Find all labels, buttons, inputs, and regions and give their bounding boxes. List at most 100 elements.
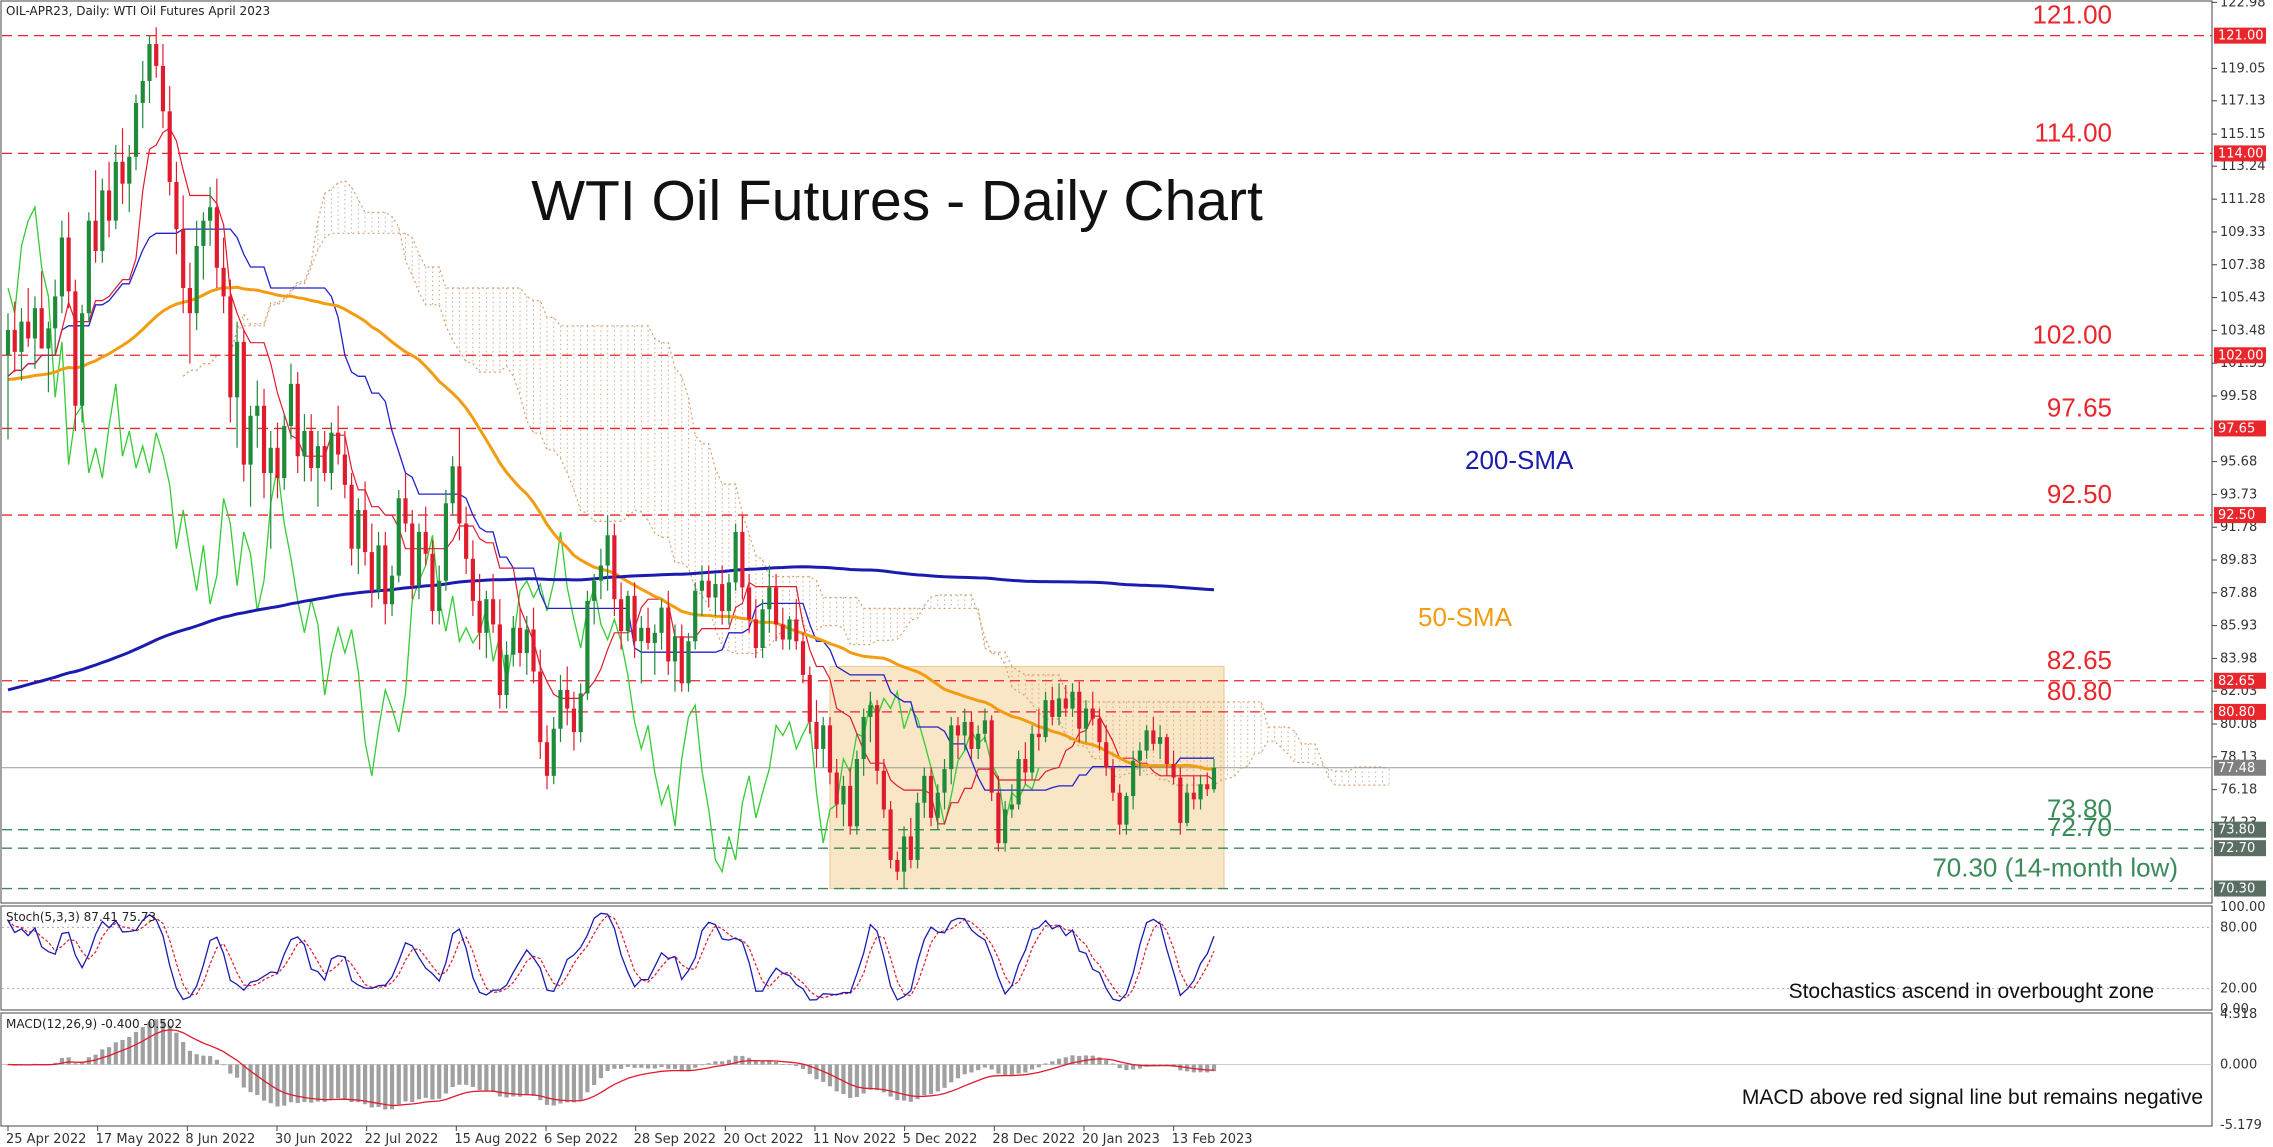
candle: [1003, 801, 1008, 852]
candle: [201, 212, 206, 280]
candle-body: [396, 498, 401, 576]
candle-body: [565, 690, 570, 709]
candle-body: [403, 498, 408, 524]
candle-body: [780, 624, 785, 640]
macd-bar: [935, 1064, 940, 1092]
candle-body: [652, 632, 657, 643]
candle: [740, 515, 745, 600]
candle: [396, 489, 401, 583]
macd-bar: [1158, 1064, 1163, 1066]
candle-body: [888, 809, 893, 860]
candle-body: [32, 308, 38, 339]
candle: [753, 599, 758, 659]
candle-body: [524, 629, 529, 654]
price-tick-label: 93.73: [2220, 487, 2257, 502]
candle-body: [1144, 730, 1149, 751]
price-tick-label: 76.18: [2220, 783, 2257, 798]
candle: [32, 296, 38, 369]
macd-bar: [706, 1063, 711, 1065]
macd-bar: [632, 1064, 637, 1068]
macd-bar: [309, 1064, 314, 1103]
kijun-sen: [7, 228, 1214, 791]
candle: [315, 430, 321, 507]
candle: [1110, 759, 1116, 802]
current-price-tag: [2214, 759, 2266, 776]
macd-bar: [1205, 1064, 1210, 1073]
candle: [1090, 691, 1095, 726]
candle-body: [1056, 698, 1062, 717]
time-tick-label: 15 Aug 2022: [454, 1132, 537, 1147]
panel-frames: [0, 0, 2213, 1127]
candle-body: [558, 690, 563, 729]
candle-body: [875, 705, 880, 771]
candle-body: [841, 785, 846, 805]
candle: [693, 582, 698, 650]
candle: [39, 271, 44, 349]
macd-bar: [625, 1064, 630, 1067]
candle: [645, 607, 651, 650]
macd-bar: [1110, 1063, 1116, 1065]
candle: [66, 212, 71, 309]
macd-bar: [497, 1064, 502, 1097]
candle: [827, 716, 833, 785]
candle: [1097, 708, 1102, 751]
macd-bar: [652, 1064, 657, 1069]
level-tag: [2214, 27, 2266, 44]
macd-bar: [1070, 1055, 1075, 1065]
candle-body: [1077, 691, 1082, 729]
candle: [1144, 725, 1149, 760]
candle: [1077, 681, 1082, 743]
level-tag-label: 121.00: [2218, 29, 2264, 44]
time-tick-label: 6 Sep 2022: [544, 1132, 618, 1147]
time-tick-label: 5 Dec 2022: [903, 1132, 978, 1147]
candle: [356, 498, 361, 574]
macd-bar: [908, 1064, 913, 1102]
candle-body: [517, 627, 523, 654]
candle-body: [349, 484, 354, 549]
candle-body: [389, 575, 395, 605]
candle-body: [901, 836, 907, 872]
candle: [901, 826, 907, 889]
level-label: 73.80: [2047, 794, 2112, 824]
macd-bar: [154, 1019, 159, 1065]
candle: [888, 801, 893, 869]
candle-body: [1016, 759, 1021, 805]
candle: [585, 590, 590, 701]
candle: [12, 301, 17, 373]
candle-body: [760, 609, 765, 648]
candle-body: [531, 629, 536, 672]
candle: [854, 750, 860, 835]
candle-body: [1083, 708, 1089, 729]
macd-bar: [787, 1064, 792, 1066]
candle: [383, 531, 388, 625]
level-tag-label: 97.65: [2218, 421, 2255, 436]
macd-bar: [585, 1064, 590, 1093]
candle-body: [302, 430, 307, 457]
candle: [1164, 733, 1169, 776]
macd-bar: [693, 1064, 698, 1068]
candle-body: [996, 792, 1001, 844]
level-tag: [2214, 672, 2266, 689]
macd-bar: [915, 1064, 920, 1100]
candle-body: [1063, 698, 1068, 709]
candle: [477, 573, 482, 650]
macd-bar: [1104, 1059, 1109, 1065]
candle-body: [423, 531, 428, 554]
candle-body: [585, 600, 590, 694]
candle-body: [497, 624, 502, 696]
candle-body: [612, 535, 617, 600]
candle-body: [949, 725, 954, 770]
macd-bar: [592, 1064, 597, 1085]
candle: [113, 144, 118, 230]
candle: [632, 582, 637, 659]
candle-body: [982, 720, 988, 734]
candle-body: [46, 328, 51, 349]
candle-body: [544, 742, 550, 776]
candle-body: [113, 161, 118, 221]
stoch-tick-label: 80.00: [2220, 920, 2257, 935]
candle: [780, 607, 785, 650]
macd-bar: [221, 1064, 226, 1066]
candle-body: [632, 595, 637, 642]
macd-bar: [234, 1064, 240, 1078]
macd-bar: [841, 1064, 846, 1095]
